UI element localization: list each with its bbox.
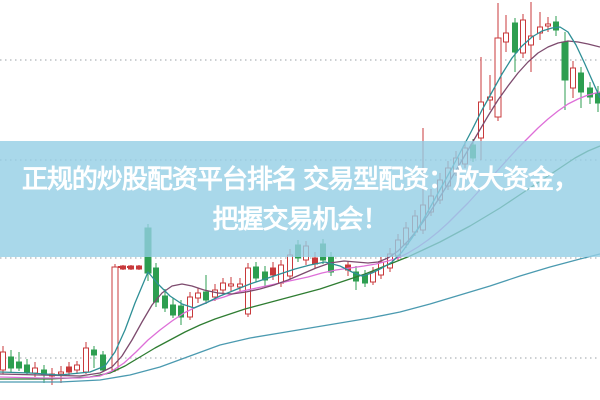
- banner-text-line2: 把握交易机会！: [212, 204, 388, 234]
- banner-text-line1: 正规的炒股配资平台排名 交易型配资：放大资金，: [21, 164, 579, 194]
- promo-banner-overlay: 正规的炒股配资平台排名 交易型配资：放大资金， 把握交易机会！: [0, 141, 600, 257]
